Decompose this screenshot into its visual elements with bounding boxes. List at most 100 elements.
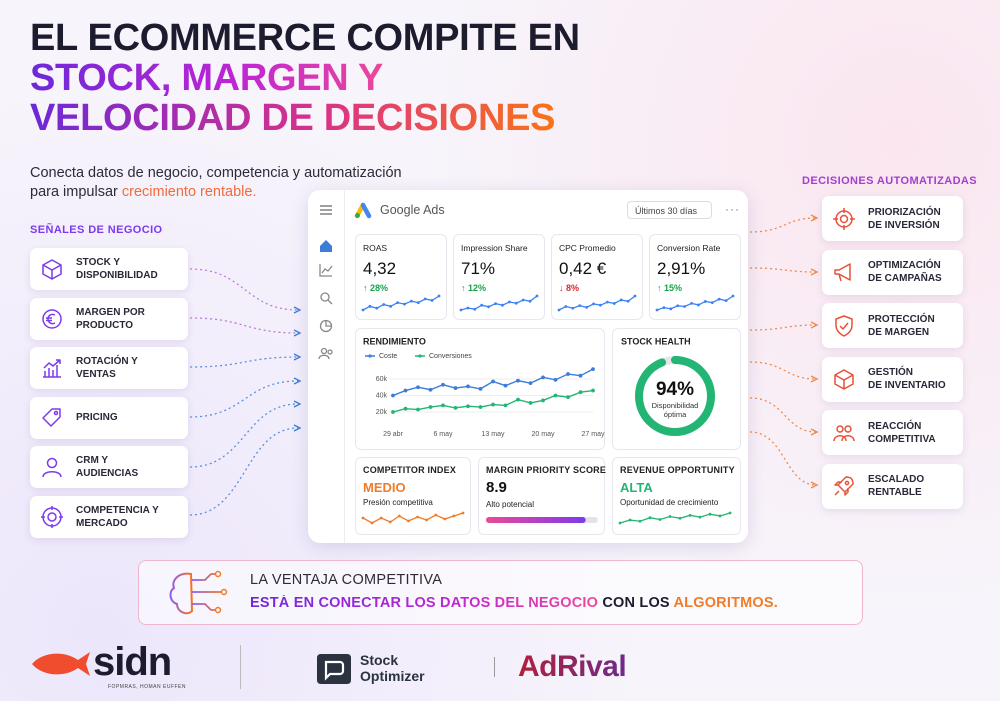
sparkline (655, 294, 735, 312)
y-tick-label: 40k (376, 392, 388, 399)
sparkline-path (362, 295, 440, 311)
legend-swatch (418, 354, 422, 358)
subtitle-highlight: crecimiento rentable. (121, 184, 257, 200)
sparkline-point (724, 299, 728, 303)
card-line: DISPONIBILIDAD (76, 270, 158, 281)
icon-shape (834, 263, 851, 282)
series-point (453, 386, 458, 390)
caption: Oportunidad de crecimiento (620, 498, 719, 507)
series-point (478, 405, 483, 409)
subtitle-text: para impulsar (30, 184, 122, 200)
card-line: COMPETITIVA (868, 433, 936, 445)
connector (749, 267, 817, 273)
card-line: PRODUCTO (76, 319, 134, 331)
logo-part (355, 213, 360, 218)
card-title: MARGIN PRIORITY SCORE (486, 465, 607, 475)
series-point (528, 401, 533, 405)
card-icon (835, 314, 853, 337)
kpi-change: ↑ 15% (657, 283, 683, 293)
icon-shape (43, 359, 61, 378)
progress-fill (486, 517, 586, 523)
adrival-logo: AdRival (518, 650, 627, 683)
sparkline-point (416, 515, 419, 519)
arrow-head (810, 321, 819, 329)
sparkline-point (461, 511, 465, 515)
card-text: PROTECCIÓN DE MARGEN (868, 313, 935, 339)
card-text: REACCIÓN COMPETITIVA (868, 420, 936, 446)
icon-shape (844, 480, 850, 486)
sparkline-point (578, 304, 582, 308)
logo-word: Optimizer (360, 668, 425, 684)
series-point (578, 390, 583, 395)
icon-shape (327, 349, 333, 355)
sparkline-point (437, 294, 441, 298)
sparkline-point (443, 517, 447, 521)
series-point (416, 385, 420, 390)
sparkline-point (683, 305, 687, 308)
side-card (30, 396, 188, 439)
connector (189, 356, 299, 368)
card-line: PROTECCIÓN (868, 313, 935, 325)
card-line: VENTAS (76, 369, 116, 380)
sparkline-point (605, 300, 609, 304)
arrow-head (293, 353, 302, 361)
card-text: PRICING (76, 411, 118, 424)
sparkline-point (662, 306, 666, 310)
icon-shape (834, 369, 854, 390)
card-icon (42, 457, 62, 478)
progress (486, 517, 598, 523)
sparkline-point (633, 294, 637, 298)
series-point (553, 377, 558, 382)
kpi-label: CPC Promedio (559, 243, 616, 253)
card-title: COMPETITOR INDEX (363, 465, 457, 475)
node (220, 588, 228, 596)
series-point (566, 372, 570, 376)
banner-line: ESTÁ EN CONECTAR LOS DATOS DEL NEGOCIO C… (250, 595, 778, 611)
connector (189, 427, 299, 516)
arrow-head (810, 375, 819, 383)
sparkline-point (507, 300, 511, 304)
sparkline-point (430, 299, 434, 302)
card-line: OPTIMIZACIÓN (868, 260, 941, 271)
kpi-change: ↓ 8% (559, 283, 580, 293)
icon-shape (42, 471, 62, 478)
arrow-head (810, 481, 819, 489)
sparkline-point (473, 307, 477, 311)
sidebar-icons (318, 205, 333, 360)
side-card (822, 196, 963, 241)
title-line: EL ECOMMERCE COMPITE EN (30, 17, 580, 59)
card-text: CRM Y AUDIENCIAS (76, 454, 138, 480)
sparkline-point (494, 302, 497, 305)
card-line: CRM Y (76, 455, 109, 466)
card-icon (42, 308, 62, 329)
kpi-label: Impression Share (461, 243, 528, 253)
google-ads-logo (354, 202, 372, 219)
arrow-head (293, 377, 302, 385)
icon-shape (47, 511, 57, 522)
subtitle: para impulsar crecimiento rentable. (30, 182, 256, 202)
kpi-label: ROAS (363, 243, 388, 253)
sparkline-point (619, 298, 623, 302)
series-point (553, 393, 558, 398)
sparkline-path (460, 295, 538, 311)
sparkline-point (655, 308, 659, 312)
series-point (403, 406, 408, 411)
card-icon (834, 263, 851, 282)
connector (189, 317, 299, 334)
card-title: STOCK HEALTH (621, 336, 691, 346)
sparkline-point (409, 299, 413, 303)
banner-text: CON LOS (598, 595, 674, 611)
sparkline-point (382, 303, 386, 306)
date-range[interactable]: Últimos 30 días (627, 201, 712, 219)
y-tick-label: 60k (376, 376, 388, 383)
revenue-card (612, 457, 741, 535)
arrow-head (293, 400, 302, 408)
sparkline-point (678, 516, 682, 520)
sparkline-point (514, 301, 518, 305)
more-menu[interactable]: ··· (725, 202, 740, 216)
stock-health: STOCK HEALTH 94% Disponibilidad óptima (621, 336, 715, 436)
brand: Google Ads (380, 203, 445, 217)
icon-shape (844, 424, 852, 433)
card-line: REACCIÓN (868, 420, 922, 432)
card-text: OPTIMIZACIÓN DE CAMPAÑAS (868, 259, 942, 285)
